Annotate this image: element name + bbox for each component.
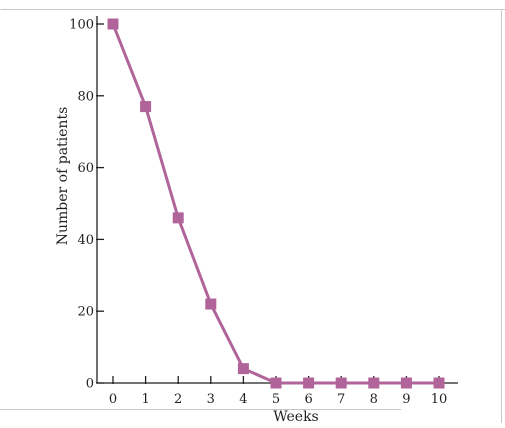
x-tick-label-8: 8 — [370, 392, 378, 407]
x-tick-label-3: 3 — [207, 392, 215, 407]
data-point-week-4 — [237, 363, 249, 375]
data-point-week-0 — [107, 18, 119, 30]
x-tick-label-5: 5 — [272, 392, 280, 407]
data-point-week-6 — [303, 377, 315, 389]
x-axis-title: Weeks — [273, 409, 319, 423]
y-axis: 0 20 40 60 80 100 — [69, 16, 104, 392]
x-tick-label-7: 7 — [337, 392, 345, 407]
y-tick-label-100: 100 — [69, 18, 94, 33]
x-tick-label-6: 6 — [304, 392, 312, 407]
series-line-0 — [111, 22, 441, 385]
y-tick-label-0: 0 — [86, 377, 94, 392]
data-point-week-1 — [140, 101, 152, 113]
x-tick-label-10: 10 — [431, 392, 448, 407]
x-axis: 0 1 2 3 4 5 6 7 8 9 10 — [97, 376, 458, 407]
y-tick-label-20: 20 — [77, 305, 94, 320]
data-point-week-2 — [172, 212, 184, 224]
y-tick-label-40: 40 — [77, 233, 94, 248]
data-point-week-8 — [368, 377, 380, 389]
data-point-week-9 — [400, 377, 412, 389]
data-point-week-5 — [270, 377, 282, 389]
series-group — [107, 18, 445, 389]
y-tick-label-80: 80 — [77, 89, 94, 104]
x-tick-label-4: 4 — [239, 392, 247, 407]
x-tick-label-0: 0 — [109, 392, 117, 407]
y-axis-title: Number of patients — [55, 107, 71, 246]
y-tick-label-60: 60 — [77, 161, 94, 176]
x-tick-label-1: 1 — [141, 392, 149, 407]
x-tick-label-2: 2 — [174, 392, 182, 407]
x-tick-label-9: 9 — [402, 392, 410, 407]
data-point-week-10 — [433, 377, 445, 389]
data-point-week-3 — [205, 298, 217, 310]
data-point-week-7 — [335, 377, 347, 389]
